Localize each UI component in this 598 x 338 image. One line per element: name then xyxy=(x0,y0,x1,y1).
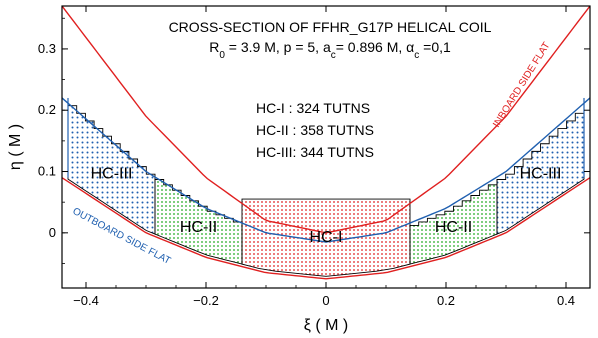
inboard-flat-curve xyxy=(62,6,590,234)
y-axis-label: η ( M ) xyxy=(7,124,24,170)
region-hc-ii-left xyxy=(154,179,243,265)
inboard-flat-label: INBOARD SIDE FLAT xyxy=(491,41,552,130)
y-tick-label: 0 xyxy=(49,225,56,240)
x-tick-label: −0.2 xyxy=(193,293,219,308)
turns-hc2: HC-II : 358 TUTNS xyxy=(256,122,374,138)
chart-params: R0 = 3.9 M, p = 5, ac= 0.896 M, αc =0,1 xyxy=(209,39,451,61)
inner-red-curve xyxy=(62,177,590,280)
turns-hc3: HC-III: 344 TUTNS xyxy=(256,144,374,160)
x-tick-label: −0.4 xyxy=(73,293,99,308)
region-label-hc-i: HC-I xyxy=(310,229,343,246)
coil-regions xyxy=(67,105,585,277)
region-label-hc-iii: HC-III xyxy=(91,166,133,183)
y-tick-label: 0.3 xyxy=(38,41,56,56)
region-labels: HC-III HC-II HC-I HC-II HC-III xyxy=(91,166,562,246)
y-tick-label: 0.2 xyxy=(38,102,56,117)
x-tick-label: 0.4 xyxy=(557,293,575,308)
chart-title: CROSS-SECTION OF FFHR_G17P HELICAL COIL xyxy=(169,19,492,35)
outboard-flat-curve xyxy=(62,97,590,243)
region-hc-iii-right xyxy=(496,105,585,235)
region-hc-ii-right xyxy=(409,179,498,265)
region-label-hc-ii: HC-II xyxy=(435,219,472,236)
region-hc-iii-left xyxy=(67,105,156,235)
axis-ticks: −0.4 −0.2 0 0.2 0.4 0 0.1 0.2 0.3 xyxy=(38,6,590,308)
region-label-hc-iii: HC-III xyxy=(520,166,562,183)
x-axis-label: ξ ( M ) xyxy=(304,317,348,334)
region-label-hc-ii: HC-II xyxy=(180,219,217,236)
x-tick-label: 0 xyxy=(322,293,329,308)
y-tick-label: 0.1 xyxy=(38,164,56,179)
x-tick-label: 0.2 xyxy=(437,293,455,308)
turns-hc1: HC-I : 324 TUTNS xyxy=(256,100,370,116)
flat-curves xyxy=(62,6,590,280)
